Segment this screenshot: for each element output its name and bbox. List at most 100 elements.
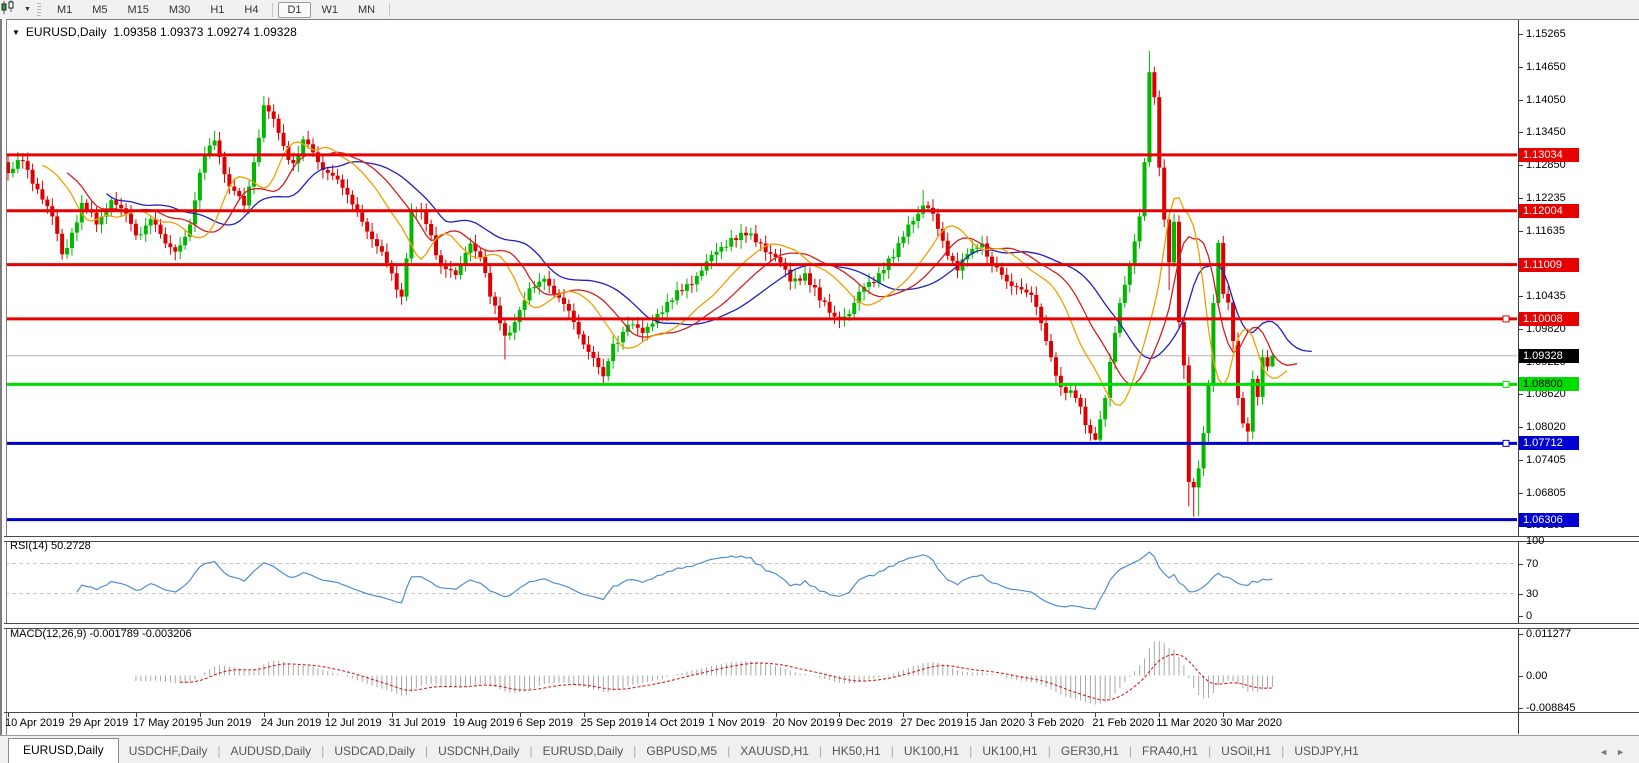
price-tick: 1.07405 [1526,454,1566,466]
date-label: 5 Jun 2019 [196,717,252,729]
rsi-tick: 70 [1526,557,1539,570]
chart-tab-audusd-daily[interactable]: AUDUSD,Daily [230,744,312,758]
level-price-label: 1.12004 [1519,203,1579,218]
date-label: 12 Jul 2019 [324,717,382,729]
price-tick: 1.06805 [1526,486,1566,499]
date-tick [71,713,73,717]
axis-tick [1518,541,1523,542]
level-price-label: 1.07712 [1519,436,1579,451]
chart-tab-xauusd-h1[interactable]: XAUUSD,H1 [740,744,809,758]
tabs-scroll-left-icon[interactable]: ◄ [1599,747,1617,757]
chart-tab-usdchf-daily[interactable]: USDCHF,Daily [128,744,208,758]
axis-tick [1518,616,1523,617]
price-tick: 1.14650 [1526,61,1566,74]
chart-tab-usdcnh-daily[interactable]: USDCNH,Daily [438,744,520,758]
axis-tick [1518,708,1523,710]
tab-separator: | [890,744,894,758]
chart-tab-eurusd-daily[interactable]: EURUSD,Daily [8,738,119,763]
date-label: 31 Jul 2019 [388,717,446,729]
tab-separator: | [633,744,637,758]
chart-tab-gbpusd-m5[interactable]: GBPUSD,M5 [646,744,718,758]
timeframe-button-m30[interactable]: M30 [168,3,191,16]
level-price-label: 1.08800 [1519,377,1579,392]
date-label: 11 Mar 2020 [1156,717,1218,729]
date-label: 24 Jun 2019 [260,717,322,729]
date-label: 27 Dec 2019 [900,717,963,729]
chart-tab-uk100-h1[interactable]: UK100,H1 [903,744,960,758]
pane-splitter-macd[interactable] [4,623,1639,629]
date-label: 1 Nov 2019 [708,717,765,729]
date-tick [135,713,137,717]
timeframe-button-m15[interactable]: M15 [127,3,149,16]
date-tick [1031,713,1033,717]
date-label: 30 Mar 2020 [1220,717,1282,729]
price-tick: 1.11635 [1526,224,1565,237]
timeframe-button-mn[interactable]: MN [358,3,376,16]
chart-title-ohlc: 1.09358 1.09373 1.09274 1.09328 [113,25,297,39]
collapse-triangle-icon[interactable]: ▼ [12,28,20,37]
price-tick: 1.10435 [1526,289,1566,302]
date-tick [1223,713,1225,717]
price-tick: 1.14050 [1526,93,1566,106]
axis-tick [1518,426,1523,428]
tab-separator: | [1128,744,1133,758]
chart-tab-usoil-h1[interactable]: USOil,H1 [1221,744,1272,758]
chevron-down-icon[interactable]: ▼ [24,6,31,13]
date-label: 3 Feb 2020 [1028,717,1085,729]
chart-tab-hk50-h1[interactable]: HK50,H1 [832,744,881,758]
tab-separator: | [969,744,973,758]
axis-tick [1518,675,1523,677]
price-tick: 1.13450 [1526,126,1566,139]
chart-tab-usdjpy-h1[interactable]: USDJPY,H1 [1294,744,1359,758]
level-price-label: 1.10008 [1519,311,1579,326]
tab-separator: | [727,744,731,758]
level-price-label: 1.11009 [1519,257,1579,272]
date-tick [967,713,969,717]
date-label: 20 Nov 2019 [772,717,835,729]
date-axis-line [4,712,1639,713]
current-price-label: 1.09328 [1519,348,1579,363]
toolbar-separator [272,2,274,17]
chart-tab-ger30-h1[interactable]: GER30,H1 [1060,744,1119,758]
chart-tab-fra40-h1[interactable]: FRA40,H1 [1142,744,1199,758]
timeframe-button-w1[interactable]: W1 [321,3,339,16]
timeframe-button-m5[interactable]: M5 [92,3,108,16]
axis-tick [1518,394,1523,396]
date-tick [327,713,329,717]
date-label: 6 Sep 2019 [516,717,573,729]
tab-separator: | [321,744,325,758]
candlestick-chart-icon[interactable] [1,0,22,17]
timeframe-button-m1[interactable]: M1 [56,3,73,16]
tab-separator: | [1281,744,1285,758]
axis-tick [1518,295,1523,297]
date-tick [711,713,713,717]
timeframe-button-h4[interactable]: H4 [244,3,259,16]
tab-separator: | [425,744,429,758]
chart-tab-eurusd-daily[interactable]: EURUSD,Daily [542,744,624,758]
chart-tab-usdcad-daily[interactable]: USDCAD,Daily [334,744,415,758]
price-tick: 1.12235 [1526,192,1566,205]
axis-tick [1518,198,1523,200]
level-price-label: 1.13034 [1519,147,1579,162]
price-tick: 1.09820 [1526,323,1566,336]
timeframe-button-d1[interactable]: D1 [278,1,311,18]
price-tick: 1.15265 [1526,28,1566,40]
tabs-scroll-right-icon[interactable]: ► [1616,747,1633,757]
timeframe-button-h1[interactable]: H1 [210,3,225,16]
toolbar-grip[interactable] [36,2,41,17]
date-tick [583,713,585,717]
axis-tick [1518,460,1523,461]
axis-tick [1518,67,1523,69]
level-price-label: 1.06306 [1519,512,1579,527]
tab-separator: | [217,744,221,758]
chart-tab-uk100-h1[interactable]: UK100,H1 [982,744,1038,758]
rsi-label: RSI(14) 50.2728 [10,540,91,552]
macd-tick: -0.008845 [1526,702,1576,715]
tab-separator: | [1208,744,1212,758]
pane-splitter-rsi[interactable] [4,536,1639,542]
date-tick [1159,713,1161,717]
date-label: 14 Oct 2019 [644,717,705,729]
axis-tick [1518,563,1523,565]
